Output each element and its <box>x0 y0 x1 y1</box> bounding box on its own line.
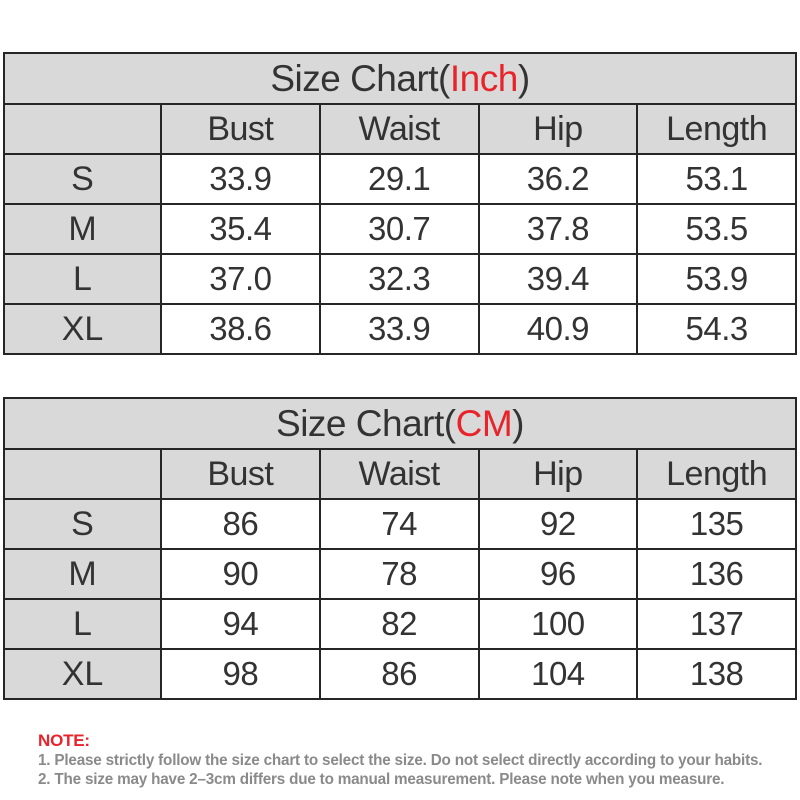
column-header-waist: Waist <box>318 103 480 155</box>
value-cell: 33.9 <box>160 153 321 205</box>
value-cell: 35.4 <box>160 203 321 255</box>
table-row: M 35.4 30.7 37.8 53.5 <box>3 203 797 255</box>
size-label-l: L <box>3 598 162 650</box>
value-cell: 86 <box>318 648 480 700</box>
value-cell: 94 <box>160 598 321 650</box>
note-section: NOTE: 1. Please strictly follow the size… <box>38 731 778 789</box>
value-cell: 82 <box>318 598 480 650</box>
value-cell: 37.8 <box>477 203 639 255</box>
value-cell: 54.3 <box>636 303 797 355</box>
title-text: Size Chart( <box>270 57 450 99</box>
corner-cell <box>3 103 162 155</box>
column-header-bust: Bust <box>160 103 321 155</box>
column-header-hip: Hip <box>477 448 639 500</box>
value-cell: 136 <box>636 548 798 600</box>
corner-cell <box>3 448 162 500</box>
value-cell: 53.5 <box>636 203 797 255</box>
column-header-row: Bust Waist Hip Length <box>3 103 797 155</box>
column-header-waist: Waist <box>318 448 480 500</box>
table-title-inch: Size Chart(Inch) <box>3 52 797 105</box>
value-cell: 104 <box>477 648 639 700</box>
table-row: XL 98 86 104 138 <box>3 648 798 700</box>
value-cell: 53.1 <box>636 153 797 205</box>
size-label-s: S <box>3 498 162 550</box>
size-label-m: M <box>3 203 162 255</box>
title-text: Size Chart( <box>276 402 456 444</box>
value-cell: 90 <box>160 548 321 600</box>
note-label: NOTE: <box>38 731 90 750</box>
value-cell: 98 <box>160 648 321 700</box>
value-cell: 137 <box>636 598 798 650</box>
size-label-m: M <box>3 548 162 600</box>
value-cell: 40.9 <box>477 303 639 355</box>
table-row: S 33.9 29.1 36.2 53.1 <box>3 153 797 205</box>
size-chart-cm-table: Size Chart(CM) Bust Waist Hip Length S 86 74 9… <box>2 397 798 700</box>
table-title-row: Size Chart(CM) <box>2 397 798 450</box>
value-cell: 135 <box>636 498 798 550</box>
value-cell: 86 <box>160 498 321 550</box>
value-cell: 100 <box>477 598 639 650</box>
column-header-row: Bust Waist Hip Length <box>3 448 798 500</box>
title-text: ) <box>512 402 524 444</box>
column-header-length: Length <box>636 103 797 155</box>
value-cell: 78 <box>318 548 480 600</box>
column-header-hip: Hip <box>477 103 639 155</box>
table-row: M 90 78 96 136 <box>3 548 798 600</box>
size-label-s: S <box>3 153 162 205</box>
value-cell: 138 <box>636 648 798 700</box>
size-label-l: L <box>3 253 162 305</box>
column-header-bust: Bust <box>160 448 321 500</box>
table-title-cm: Size Chart(CM) <box>2 397 798 450</box>
title-text: ) <box>517 57 530 99</box>
note-line-2: 2. The size may have 2–3cm differs due t… <box>38 771 725 788</box>
value-cell: 92 <box>477 498 639 550</box>
table-row: L 94 82 100 137 <box>3 598 798 650</box>
value-cell: 38.6 <box>160 303 321 355</box>
title-unit-cm: CM <box>455 402 513 444</box>
value-cell: 39.4 <box>477 253 639 305</box>
table-row: L 37.0 32.3 39.4 53.9 <box>3 253 797 305</box>
value-cell: 33.9 <box>318 303 480 355</box>
table-row: S 86 74 92 135 <box>3 498 798 550</box>
value-cell: 30.7 <box>318 203 480 255</box>
column-header-length: Length <box>636 448 798 500</box>
note-line-1: 1. Please strictly follow the size chart… <box>38 752 763 769</box>
table-row: XL 38.6 33.9 40.9 54.3 <box>3 303 797 355</box>
size-label-xl: XL <box>3 303 162 355</box>
value-cell: 96 <box>477 548 639 600</box>
title-unit-inch: Inch <box>449 57 518 99</box>
value-cell: 29.1 <box>318 153 480 205</box>
size-chart-inch-table: Size Chart(Inch) Bust Waist Hip Length S 33.… <box>3 52 797 355</box>
value-cell: 53.9 <box>636 253 797 305</box>
value-cell: 32.3 <box>318 253 480 305</box>
table-title-row: Size Chart(Inch) <box>3 52 797 105</box>
value-cell: 36.2 <box>477 153 639 205</box>
value-cell: 74 <box>318 498 480 550</box>
size-label-xl: XL <box>3 648 162 700</box>
value-cell: 37.0 <box>160 253 321 305</box>
